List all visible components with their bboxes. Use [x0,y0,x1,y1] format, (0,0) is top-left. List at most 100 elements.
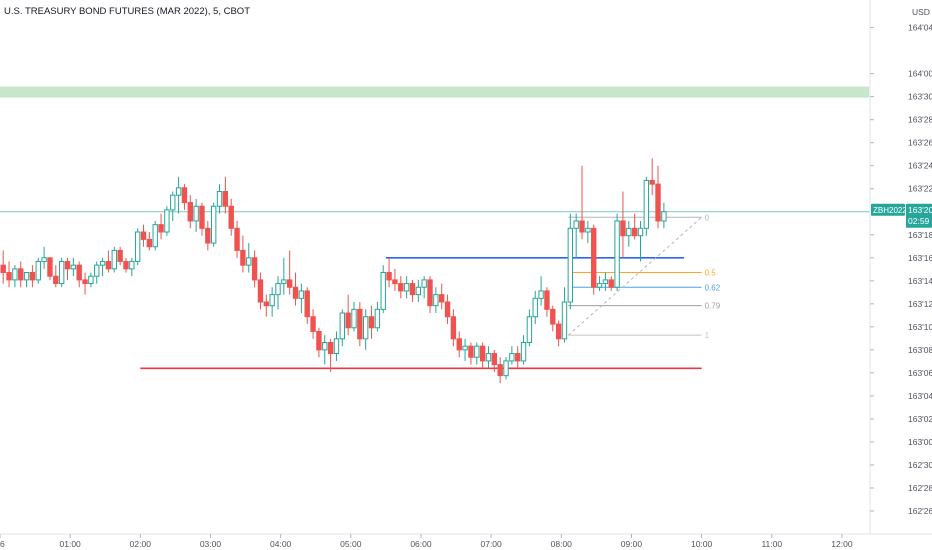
candle-up [573,220,579,229]
candle-down [187,202,193,222]
candles-layer [0,158,667,384]
candle-down [392,279,398,285]
candle-up [363,316,369,340]
time-tick-label: 10:00 [691,539,713,549]
candle-down [550,308,556,325]
price-badge-bg [906,203,932,228]
candle-up [58,260,65,285]
candle-down [456,338,462,351]
price-tick-label: 163'26 [908,138,932,148]
candle-up [111,249,117,270]
candle-up [94,264,100,277]
candle-down [439,294,445,303]
candle-down [655,183,661,222]
candle-up [246,257,252,266]
candle-down [205,227,211,244]
price-tick-label: 163'14 [908,276,932,286]
time-axis[interactable]: 6 01:00 02:00 03:00 04:00 05:00 06:00 07:00 08:0… [0,534,853,549]
candle-down [357,308,363,340]
symbol-badge-bg [871,203,905,216]
time-tick-label: 12:00 [831,539,853,549]
candle-down [368,316,375,329]
candle-down [240,249,246,266]
candle-down [146,238,153,248]
candle-down [608,279,614,288]
candle-down [310,316,316,332]
candle-down [555,323,562,340]
fib-retracement-layer: 0 0.5 0.62 0.79 1 [567,213,721,340]
time-tick-label: 02:00 [130,539,152,549]
time-tick-label: 05:00 [340,539,362,549]
candle-down [579,220,585,233]
candle-up [70,264,77,270]
candle-down [181,187,188,204]
candle-up [41,257,47,262]
price-axis[interactable]: 164'04 164'00 163'30 163'28 163'26 163'24 163'… [870,23,932,516]
candle-down [316,330,322,351]
candle-up [626,227,632,237]
time-tick-label: 04:00 [270,539,292,549]
horizontal-lines-layer [140,256,702,370]
candle-up [602,279,609,285]
candle-down [491,353,498,366]
price-tick-label: 162'28 [908,483,932,493]
candle-up [520,341,527,362]
candle-down [18,268,24,281]
candle-up [134,231,141,262]
price-tick-label: 163'18 [908,230,932,240]
candle-down [497,364,503,377]
candle-up [164,209,170,233]
candle-down [591,227,597,288]
time-tick-label: 01:00 [60,539,82,549]
candle-up [526,316,533,343]
candle-down [228,205,234,229]
candle-down [649,179,655,185]
currency-label: USD [912,7,930,17]
time-tick-label: 09:00 [621,539,643,549]
candle-down [123,260,129,270]
zones-layer [0,86,869,98]
candle-up [351,308,357,329]
candle-down [117,249,123,262]
candle-down [304,290,310,318]
price-tick-label: 163'08 [908,345,932,355]
time-tick-label: 08:00 [551,539,573,549]
candle-up [175,187,182,196]
candle-down [468,345,474,358]
candle-up [415,286,422,296]
candle-up [421,279,427,288]
candle-down [158,224,164,233]
time-tick-label: 03:00 [200,539,222,549]
candle-down [257,279,264,303]
candle-up [339,312,345,340]
candle-down [444,301,451,318]
candle-down [64,260,71,270]
candle-up [485,353,492,362]
candle-down [251,257,258,281]
candle-down [398,283,404,292]
fib-level-label: 1 [705,331,710,340]
candle-down [620,220,626,237]
candle-down [140,231,147,240]
time-tick-label: 11:00 [761,539,782,549]
candle-up [538,290,544,299]
candle-down [6,272,12,281]
candle-up [210,205,217,244]
candle-down [386,272,392,281]
candle-up [193,205,199,222]
candle-up [643,179,650,229]
price-tick-label: 163'00 [908,437,932,447]
candle-up [503,360,509,377]
candle-up [509,353,515,362]
candle-up [275,283,281,296]
candle-up [298,290,305,299]
candle-up [462,345,468,351]
candle-up [433,294,439,307]
symbol-badge-label: ZBH2022 [873,206,907,215]
candle-up [170,194,176,211]
candle-up [152,224,158,248]
price-tick-label: 163'02 [908,414,932,424]
candle-down [82,279,88,285]
candle-down [29,272,36,281]
